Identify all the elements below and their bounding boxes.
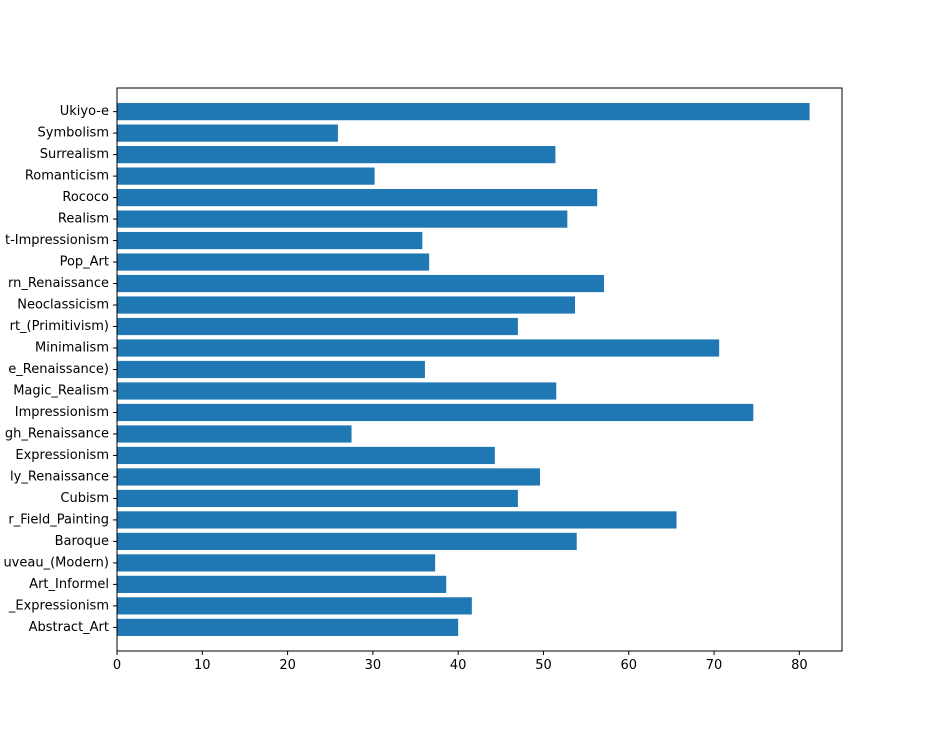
bar-1 [117, 597, 472, 615]
y-tick-label: Symbolism [38, 126, 109, 141]
y-tick-label: Neoclassicism [17, 298, 109, 313]
bar-20 [117, 188, 598, 207]
y-tick-label: _Expressionism [8, 598, 109, 613]
y-tick-label: Baroque [55, 534, 109, 549]
x-tick-label: 80 [791, 658, 808, 673]
y-tick-label: gh_Renaissance [5, 426, 109, 441]
x-tick-label: 30 [365, 658, 382, 673]
y-tick-label: Art_Informel [29, 577, 109, 592]
bar-17 [117, 253, 430, 271]
bars-group [117, 103, 810, 636]
y-tick-label: Ukiyo-e [60, 104, 109, 119]
y-tick-label: e_Renaissance) [8, 362, 109, 377]
x-tick-label: 60 [620, 658, 637, 673]
bar-21 [117, 167, 375, 185]
bar-12 [117, 360, 425, 379]
x-axis-ticks: 0 10 20 30 40 50 60 70 80 [113, 651, 808, 673]
y-tick-label: Cubism [60, 491, 109, 506]
y-axis-ticks: Abstract_Art _Expressionism Art_Informel uv… [3, 104, 117, 635]
x-tick-label: 50 [535, 658, 552, 673]
bar-8 [117, 446, 495, 465]
bar-14 [117, 317, 518, 336]
bar-11 [117, 382, 557, 400]
bar-22 [117, 146, 556, 164]
y-tick-label: t-Impressionism [5, 233, 109, 248]
y-tick-label: Minimalism [35, 341, 109, 356]
bar-5 [117, 511, 677, 529]
bar-18 [117, 231, 423, 250]
bar-3 [117, 554, 436, 572]
bar-23 [117, 124, 338, 142]
x-tick-label: 10 [194, 658, 211, 673]
y-tick-label: Surrealism [40, 147, 109, 162]
bar-13 [117, 339, 720, 357]
bar-4 [117, 532, 577, 551]
y-tick-label: rt_(Primitivism) [10, 319, 109, 334]
x-tick-label: 20 [279, 658, 296, 673]
bar-15 [117, 296, 576, 314]
bar-0 [117, 618, 459, 636]
y-tick-label: Impressionism [15, 405, 109, 420]
bar-10 [117, 403, 754, 422]
x-tick-label: 40 [450, 658, 467, 673]
plot-area-frame [116, 87, 843, 652]
y-tick-label: r_Field_Painting [8, 512, 109, 527]
bar-6 [117, 489, 518, 508]
y-tick-label: Pop_Art [60, 255, 109, 270]
y-tick-label: uveau_(Modern) [3, 555, 109, 570]
y-tick-label: Rococo [62, 190, 109, 205]
y-tick-label: Expressionism [15, 448, 109, 463]
y-tick-label: Realism [58, 212, 109, 227]
y-tick-label: ly_Renaissance [10, 469, 109, 484]
bar-24 [117, 103, 810, 121]
x-tick-label: 70 [706, 658, 723, 673]
y-tick-label: Abstract_Art [29, 620, 109, 635]
y-tick-label: Romanticism [25, 169, 109, 184]
y-tick-label: Magic_Realism [13, 383, 109, 398]
bar-16 [117, 274, 605, 293]
bar-7 [117, 468, 541, 486]
y-tick-label: rn_Renaissance [8, 276, 109, 291]
bar-9 [117, 425, 352, 443]
bar-19 [117, 210, 568, 228]
x-tick-label: 0 [113, 658, 121, 673]
bar-2 [117, 575, 447, 593]
